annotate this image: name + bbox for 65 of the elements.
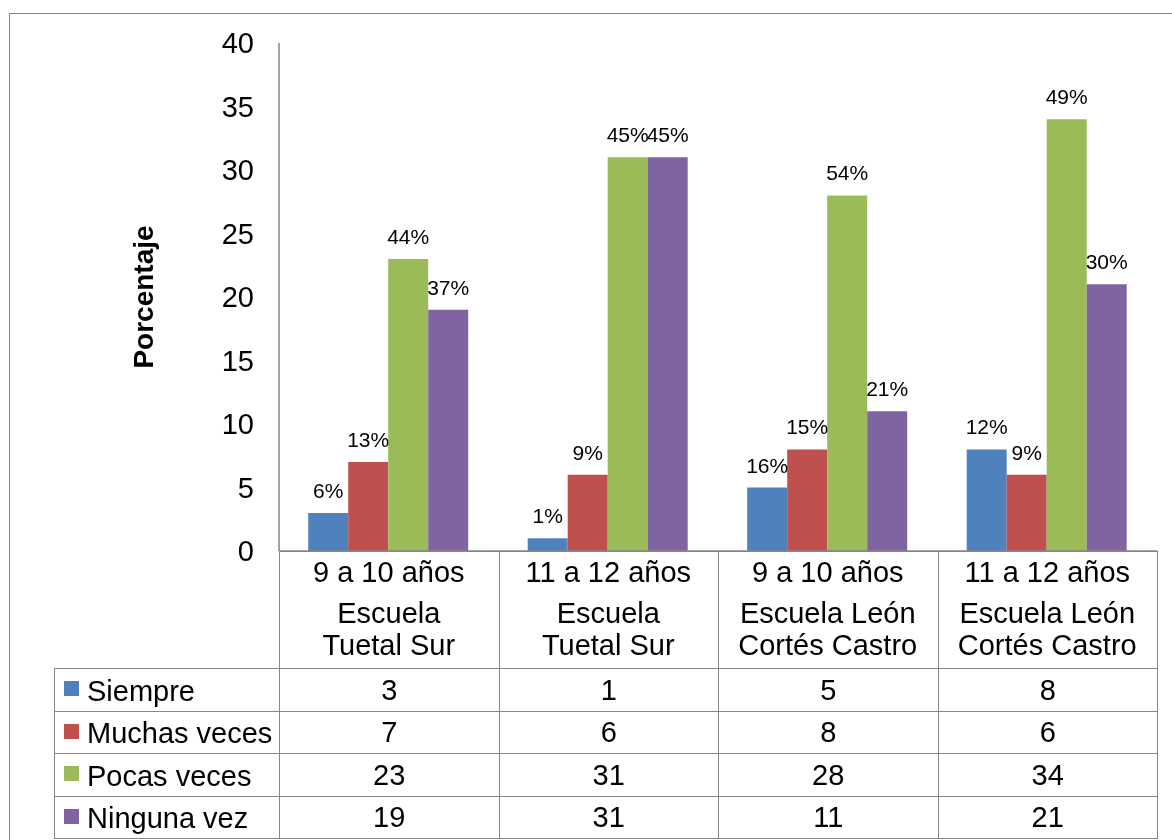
data-label: 11	[718, 796, 938, 839]
annotation: 13%	[347, 428, 390, 452]
bar	[966, 449, 1007, 551]
annotation: 1%	[532, 504, 563, 528]
annotation: 12%	[965, 415, 1008, 439]
bar	[747, 487, 788, 551]
legend-label: Ninguna vez	[87, 802, 249, 835]
data-label: 3	[279, 668, 499, 711]
annotation: 45%	[606, 123, 649, 147]
legend-label: Muchas veces	[87, 717, 273, 750]
annotation: 54%	[826, 161, 869, 185]
annotation: 15%	[786, 415, 829, 439]
y-tick-label: 40	[221, 27, 254, 60]
data-label: 34	[938, 753, 1158, 796]
bar	[867, 411, 908, 551]
annotation: 49%	[1045, 85, 1088, 109]
bar	[567, 474, 608, 551]
bar	[787, 449, 828, 551]
bar	[527, 538, 568, 551]
bar	[1086, 284, 1127, 551]
y-tick-label: 0	[237, 535, 254, 568]
data-label: 5	[718, 668, 938, 711]
data-label: 6	[499, 711, 719, 754]
bar	[348, 462, 389, 551]
annotation: 9%	[572, 440, 603, 464]
y-tick-label: 30	[221, 154, 254, 187]
y-tick-label: 10	[221, 408, 254, 441]
bar	[647, 157, 688, 551]
y-tick-label: 25	[221, 217, 254, 250]
x-tick-label: 9 a 10 años Escuela Tuetal Sur	[312, 556, 465, 661]
annotation: 45%	[646, 123, 689, 147]
bar	[428, 309, 469, 551]
data-label: 28	[718, 753, 938, 796]
data-label: 31	[499, 753, 719, 796]
bar	[308, 512, 349, 551]
bar	[388, 258, 429, 551]
legend-label: Siempre	[87, 674, 195, 707]
y-tick-label: 35	[221, 90, 254, 123]
x-tick-label: 11 a 12 años Escuela Tuetal Sur	[525, 556, 692, 661]
data-label: 1	[499, 668, 719, 711]
annotation: 44%	[387, 224, 430, 248]
y-axis-title: Porcentaje	[127, 225, 159, 369]
y-tick-label: 20	[221, 281, 254, 314]
bar	[1046, 119, 1087, 551]
bar	[1006, 474, 1047, 551]
data-label: 23	[279, 753, 499, 796]
annotation: 30%	[1085, 250, 1128, 274]
y-tick-label: 15	[221, 344, 254, 377]
data-label: 21	[938, 796, 1158, 839]
data-label: 19	[279, 796, 499, 839]
data-label: 8	[938, 668, 1158, 711]
data-label: 6	[938, 711, 1158, 754]
bar	[607, 157, 648, 551]
data-label: 8	[718, 711, 938, 754]
y-tick-label: 5	[237, 471, 254, 504]
x-tick-label: 9 a 10 años Escuela León Cortés Castro	[738, 556, 918, 661]
annotation: 21%	[866, 377, 909, 401]
legend-label: Pocas veces	[87, 759, 252, 792]
annotation: 9%	[1011, 440, 1042, 464]
bar	[827, 195, 868, 551]
data-label: 31	[499, 796, 719, 839]
annotation: 6%	[313, 478, 344, 502]
data-label: 7	[279, 711, 499, 754]
annotation: 37%	[427, 275, 470, 299]
x-tick-label: 11 a 12 años Escuela León Cortés Castro	[957, 556, 1137, 661]
